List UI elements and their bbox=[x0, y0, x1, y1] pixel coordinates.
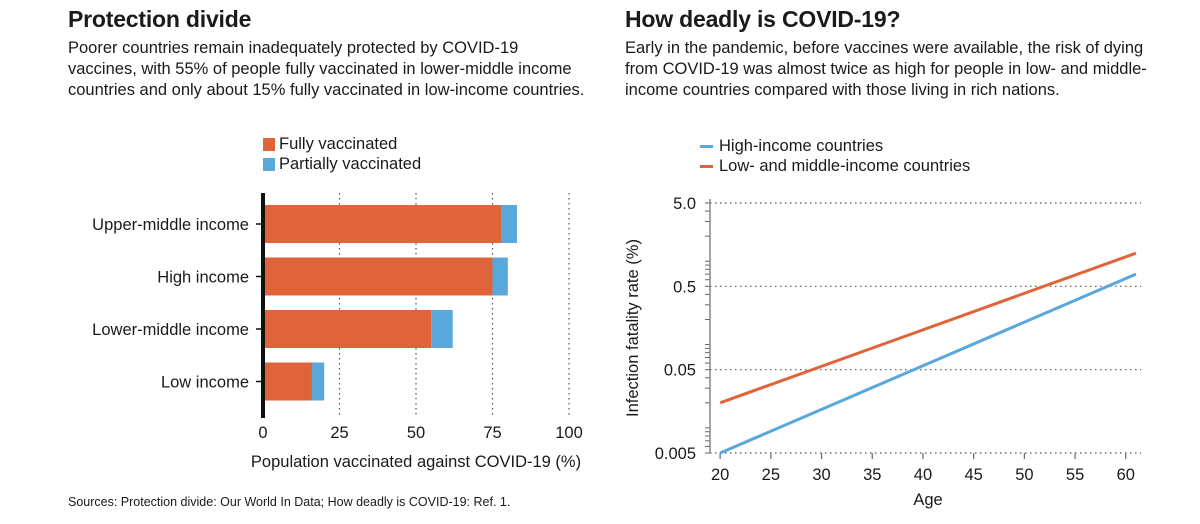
y-tick-label: 0.005 bbox=[655, 445, 696, 463]
right-chart-subtitle: Early in the pandemic, before vaccines w… bbox=[625, 39, 1147, 99]
legend-label-low-income: Low- and middle-income countries bbox=[719, 156, 971, 175]
x-axis-label: Population vaccinated against COVID-19 (… bbox=[251, 453, 581, 471]
x-tick-label: 75 bbox=[483, 424, 501, 442]
y-tick-label: Lower-middle income bbox=[92, 321, 249, 339]
left-legend: Fully vaccinated Partially vaccinated bbox=[263, 134, 421, 174]
left-chart-subtitle: Poorer countries remain inadequately pro… bbox=[68, 39, 585, 99]
legend-item-high-income: High-income countries bbox=[700, 136, 970, 156]
bar-partially-vaccinated bbox=[501, 205, 517, 243]
bar-fully-vaccinated bbox=[263, 257, 493, 296]
y-tick-label: Upper-middle income bbox=[92, 216, 249, 234]
right-legend: High-income countries Low- and middle-in… bbox=[700, 136, 970, 176]
x-tick-label: 25 bbox=[330, 424, 348, 442]
y-tick-label: 0.05 bbox=[664, 362, 696, 380]
x-axis-label: Age bbox=[913, 491, 942, 509]
right-chart-title: How deadly is COVID-19? bbox=[625, 6, 901, 32]
legend-item-fully: Fully vaccinated bbox=[263, 134, 421, 154]
left-chart-title: Protection divide bbox=[68, 6, 252, 32]
source-note: Sources: Protection divide: Our World In… bbox=[68, 495, 511, 509]
x-tick-label: 50 bbox=[407, 424, 425, 442]
x-tick-label: 35 bbox=[863, 466, 881, 484]
x-tick-label: 45 bbox=[964, 466, 982, 484]
x-tick-label: 40 bbox=[914, 466, 932, 484]
partially-vaccinated-swatch bbox=[263, 157, 275, 171]
y-tick-label: Low income bbox=[161, 374, 249, 392]
y-tick-label: 0.5 bbox=[673, 278, 696, 296]
bar-fully-vaccinated bbox=[263, 362, 312, 401]
low-income-line-swatch bbox=[700, 164, 713, 168]
high-income-line-swatch bbox=[700, 144, 713, 148]
bar-fully-vaccinated bbox=[263, 205, 502, 243]
x-tick-label: 100 bbox=[555, 424, 583, 442]
line-high-income bbox=[719, 272, 1137, 455]
line-chart: 0.005 0.05 0.5 5.0 20 25 30 35 40 45 50 55 60 Age Infe… bbox=[624, 195, 1141, 509]
legend-label-partially: Partially vaccinated bbox=[279, 154, 422, 173]
fully-vaccinated-swatch bbox=[263, 137, 275, 151]
y-tick-label: 5.0 bbox=[673, 195, 696, 213]
y-tick-label: High income bbox=[157, 269, 249, 287]
x-tick-label: 25 bbox=[762, 466, 780, 484]
legend-item-low-income: Low- and middle-income countries bbox=[700, 156, 970, 176]
x-tick-label: 0 bbox=[258, 424, 267, 442]
line-low-middle-income bbox=[719, 251, 1137, 405]
legend-label-high-income: High-income countries bbox=[719, 136, 884, 155]
bar-partially-vaccinated bbox=[431, 310, 453, 348]
x-tick-label: 50 bbox=[1015, 466, 1033, 484]
legend-item-partially: Partially vaccinated bbox=[263, 154, 421, 174]
bar-partially-vaccinated bbox=[311, 362, 325, 401]
legend-label-fully: Fully vaccinated bbox=[279, 134, 398, 153]
x-tick-label: 30 bbox=[812, 466, 830, 484]
bar-partially-vaccinated bbox=[492, 257, 508, 296]
x-tick-label: 20 bbox=[711, 466, 729, 484]
bar-fully-vaccinated bbox=[263, 310, 432, 348]
x-tick-label: 55 bbox=[1066, 466, 1084, 484]
x-tick-label: 60 bbox=[1117, 466, 1135, 484]
y-axis-label: Infection fatality rate (%) bbox=[624, 239, 642, 417]
bar-chart: Upper-middle income High income Lower-midd… bbox=[92, 193, 583, 471]
